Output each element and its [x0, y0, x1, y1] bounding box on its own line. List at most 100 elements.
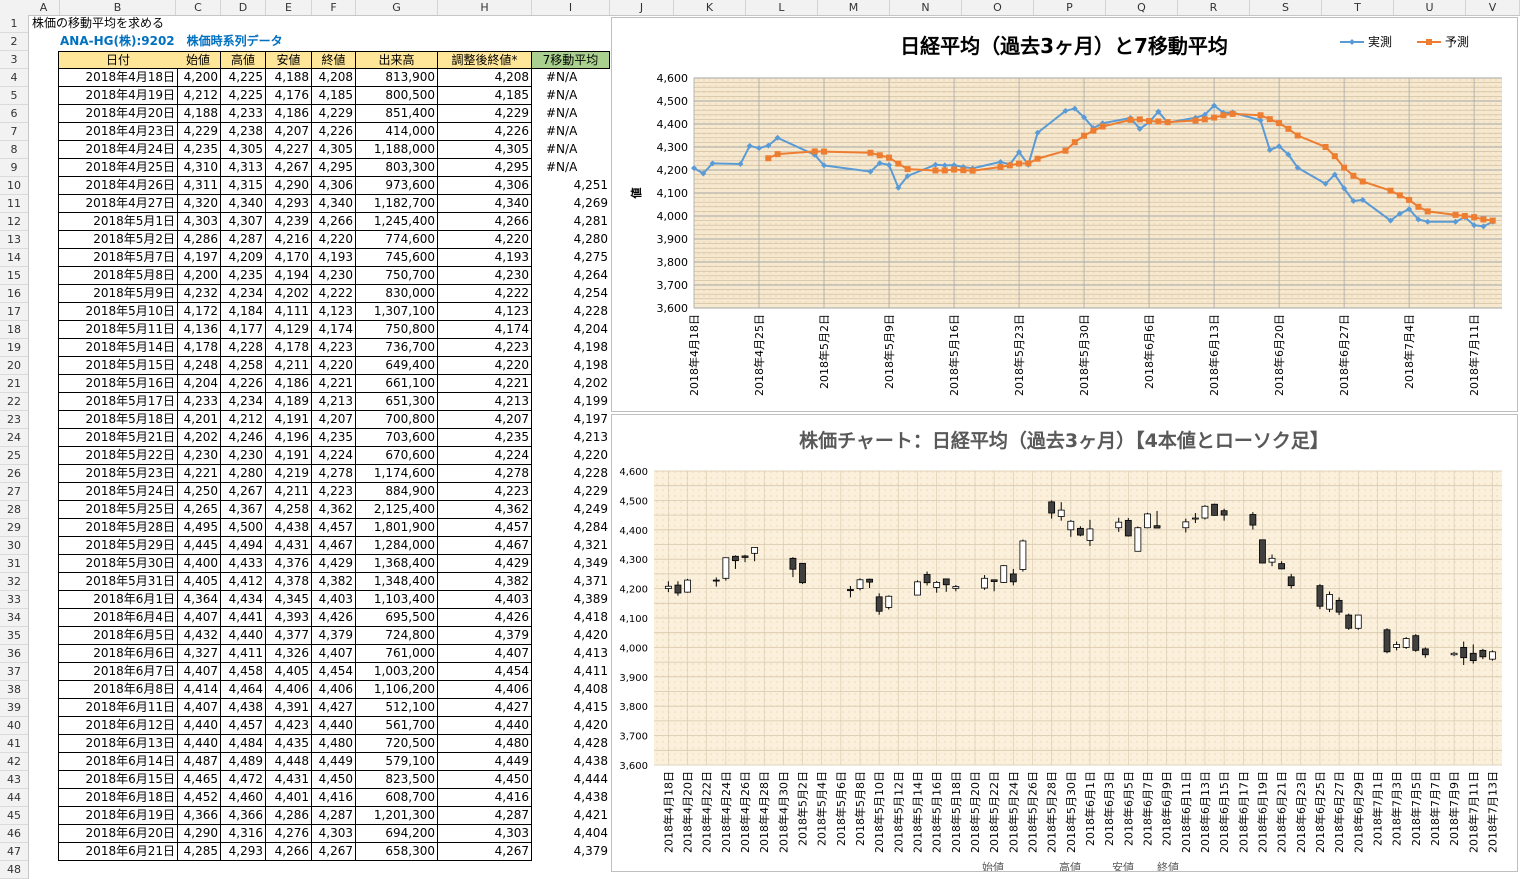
table-cell[interactable]: #N/A	[546, 88, 578, 102]
table-cell[interactable]: 2018年6月8日	[58, 681, 178, 699]
table-cell[interactable]: 4,266	[266, 843, 312, 861]
table-cell[interactable]: 750,800	[356, 321, 438, 339]
table-cell[interactable]: 4,316	[221, 825, 266, 843]
row-header[interactable]: 44	[0, 789, 28, 807]
table-cell[interactable]: 4,464	[221, 681, 266, 699]
table-cell[interactable]: 4,209	[221, 249, 266, 267]
table-cell[interactable]: 4,305	[438, 141, 532, 159]
table-cell[interactable]: 2018年4月20日	[58, 105, 178, 123]
table-cell[interactable]: 4,111	[266, 303, 312, 321]
table-cell[interactable]: 4,226	[221, 375, 266, 393]
row-header[interactable]: 31	[0, 555, 28, 573]
table-cell[interactable]: 4,200	[176, 267, 221, 285]
table-cell[interactable]: 694,200	[356, 825, 438, 843]
table-cell[interactable]: 4,423	[266, 717, 312, 735]
table-cell[interactable]: 4,416	[438, 789, 532, 807]
column-header-h[interactable]: H	[438, 0, 532, 15]
table-cell[interactable]: 4,393	[266, 609, 312, 627]
column-header-f[interactable]: F	[312, 0, 356, 15]
column-header-p[interactable]: P	[1034, 0, 1106, 15]
table-cell[interactable]: 4,438	[573, 754, 608, 768]
table-cell[interactable]: 4,200	[176, 69, 221, 87]
row-header[interactable]: 39	[0, 699, 28, 717]
table-cell[interactable]: 4,293	[221, 843, 266, 861]
table-cell[interactable]: 4,287	[438, 807, 532, 825]
table-cell[interactable]: 4,233	[221, 105, 266, 123]
table-cell[interactable]: 4,416	[312, 789, 356, 807]
column-header-j[interactable]: J	[610, 0, 674, 15]
table-cell[interactable]: 4,198	[573, 340, 608, 354]
table-cell[interactable]: 813,900	[356, 69, 438, 87]
table-cell[interactable]: 4,235	[438, 429, 532, 447]
table-cell[interactable]: 2018年4月27日	[58, 195, 178, 213]
table-cell[interactable]: 4,440	[312, 717, 356, 735]
column-header-q[interactable]: Q	[1106, 0, 1178, 15]
table-cell[interactable]: 4,264	[573, 268, 608, 282]
table-cell[interactable]: 4,426	[312, 609, 356, 627]
table-cell[interactable]: 2018年6月13日	[58, 735, 178, 753]
table-cell[interactable]: 4,311	[176, 177, 221, 195]
table-cell[interactable]: 4,286	[176, 231, 221, 249]
table-cell[interactable]: 4,494	[221, 537, 266, 555]
table-cell[interactable]: 4,438	[221, 699, 266, 717]
table-cell[interactable]: 649,400	[356, 357, 438, 375]
column-header-i[interactable]: I	[532, 0, 610, 15]
table-cell[interactable]: #N/A	[546, 160, 578, 174]
table-cell[interactable]: 4,202	[573, 376, 608, 390]
table-cell[interactable]: 2018年6月21日	[58, 843, 178, 861]
table-cell[interactable]: 2018年4月18日	[58, 69, 178, 87]
table-cell[interactable]: 4,427	[312, 699, 356, 717]
table-cell[interactable]: 4,382	[438, 573, 532, 591]
line-chart[interactable]: 2018年4月18日 2018年4月25日 2018年5月2日 2018年5月9日 20…	[611, 17, 1518, 412]
table-cell[interactable]: 4,378	[266, 573, 312, 591]
table-cell[interactable]: 2018年5月2日	[58, 231, 178, 249]
table-cell[interactable]: 4,194	[266, 267, 312, 285]
table-cell[interactable]: 4,495	[176, 519, 221, 537]
column-header-d[interactable]: D	[221, 0, 266, 15]
table-cell[interactable]: 4,222	[438, 285, 532, 303]
table-cell[interactable]: 1,801,900	[356, 519, 438, 537]
table-cell[interactable]: 1,245,400	[356, 213, 438, 231]
table-cell[interactable]: 4,267	[438, 843, 532, 861]
table-cell[interactable]: 4,362	[312, 501, 356, 519]
table-cell[interactable]: 1,348,400	[356, 573, 438, 591]
table-cell[interactable]: 4,267	[312, 843, 356, 861]
table-cell[interactable]: 4,307	[221, 213, 266, 231]
row-header[interactable]: 26	[0, 465, 28, 483]
table-cell[interactable]: 2018年5月30日	[58, 555, 178, 573]
table-cell[interactable]: 4,178	[176, 339, 221, 357]
table-cell[interactable]: 4,450	[312, 771, 356, 789]
table-cell[interactable]: 4,225	[221, 87, 266, 105]
row-header[interactable]: 14	[0, 249, 28, 267]
table-cell[interactable]: 1,182,700	[356, 195, 438, 213]
table-cell[interactable]: 4,211	[266, 483, 312, 501]
row-header[interactable]: 24	[0, 429, 28, 447]
table-cell[interactable]: 4,440	[221, 627, 266, 645]
table-cell[interactable]: 4,340	[438, 195, 532, 213]
row-header[interactable]: 9	[0, 159, 28, 177]
table-cell[interactable]: 4,467	[312, 537, 356, 555]
table-cell[interactable]: 4,320	[176, 195, 221, 213]
table-cell[interactable]: 2018年6月20日	[58, 825, 178, 843]
table-cell[interactable]: 4,457	[221, 717, 266, 735]
table-cell[interactable]: 4,213	[573, 430, 608, 444]
table-cell[interactable]: 4,176	[266, 87, 312, 105]
table-cell[interactable]: 4,407	[176, 699, 221, 717]
row-header[interactable]: 28	[0, 501, 28, 519]
column-title[interactable]: 始値	[176, 51, 221, 69]
table-cell[interactable]: 2018年6月1日	[58, 591, 178, 609]
table-cell[interactable]: 4,411	[573, 664, 608, 678]
table-cell[interactable]: 4,185	[312, 87, 356, 105]
table-cell[interactable]: 4,284	[573, 520, 608, 534]
table-cell[interactable]: 4,254	[573, 286, 608, 300]
table-cell[interactable]: 4,449	[438, 753, 532, 771]
table-cell[interactable]: 4,420	[573, 718, 608, 732]
table-cell[interactable]: 4,123	[438, 303, 532, 321]
table-cell[interactable]: 4,295	[438, 159, 532, 177]
table-cell[interactable]: 2018年5月23日	[58, 465, 178, 483]
row-header[interactable]: 8	[0, 141, 28, 159]
table-cell[interactable]: 4,407	[176, 663, 221, 681]
table-cell[interactable]: 512,100	[356, 699, 438, 717]
table-cell[interactable]: 4,366	[176, 807, 221, 825]
row-header[interactable]: 2	[0, 33, 28, 51]
